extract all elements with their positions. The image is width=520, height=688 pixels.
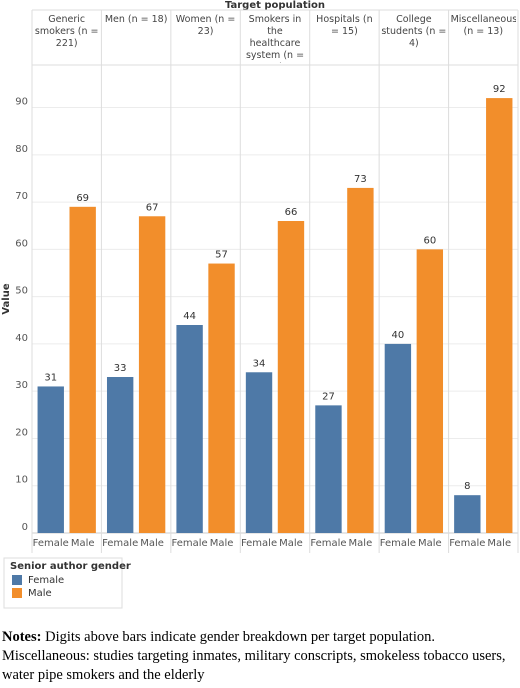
x-tick-label: Female: [310, 538, 346, 549]
facet-header: Generic smokers (n = 221): [34, 14, 99, 49]
bar: [106, 377, 134, 533]
x-tick-label: Female: [172, 538, 208, 549]
x-tick-label: Female: [102, 538, 138, 549]
x-tick-label: Male: [279, 538, 303, 549]
bar: [454, 495, 481, 533]
y-tick-label: 90: [15, 97, 28, 108]
value-label: 44: [183, 311, 196, 322]
facet-header: College students (n = 4): [381, 14, 447, 49]
y-axis-label: Value: [1, 283, 12, 314]
value-label: 60: [423, 235, 436, 246]
notes: Notes: Digits above bars indicate gender…: [2, 628, 518, 685]
value-label: 69: [76, 193, 89, 204]
y-tick-label: 10: [15, 475, 28, 486]
notes-label: Notes:: [2, 629, 42, 645]
facet-header-box: Generic smokers (n = 221): [34, 14, 99, 49]
value-label: 67: [146, 202, 159, 213]
facet-header: Smokers in the healthcare system (n = 61…: [245, 14, 305, 63]
y-tick-label: 80: [15, 144, 28, 155]
x-tick-label: Female: [449, 538, 485, 549]
x-tick-label: Female: [33, 538, 69, 549]
facet-header: Hospitals (n = 15): [316, 14, 373, 37]
bar: [416, 249, 444, 533]
bar: [37, 386, 64, 533]
value-label: 34: [253, 358, 266, 369]
y-tick-label: 0: [22, 522, 28, 533]
bar: [138, 216, 166, 534]
y-tick-label: 50: [15, 286, 28, 297]
facet-header-box: Smokers in the healthcare system (n = 61…: [245, 14, 305, 63]
bar: [347, 187, 374, 533]
facet-header: Women (n = 23): [175, 14, 236, 37]
facet-header-box: Women (n = 23): [175, 14, 236, 37]
facet-header: Men (n = 18): [104, 14, 168, 25]
value-label: 33: [114, 363, 127, 374]
value-label: 8: [464, 481, 470, 492]
bar: [384, 343, 412, 533]
value-label: 66: [285, 207, 298, 218]
bar: [315, 405, 342, 533]
x-tick-label: Male: [418, 538, 442, 549]
facet-header: Miscellaneous (n = 13): [450, 14, 516, 37]
y-tick-label: 60: [15, 238, 28, 249]
legend-swatch: [12, 575, 22, 585]
x-tick-label: Male: [140, 538, 164, 549]
bar: [277, 221, 305, 533]
facet-header-box: College students (n = 4): [381, 14, 447, 49]
value-label: 57: [215, 250, 228, 261]
bar: [486, 98, 513, 533]
x-tick-label: Female: [380, 538, 416, 549]
y-tick-label: 20: [15, 427, 28, 438]
value-label: 40: [392, 330, 405, 341]
bar: [208, 263, 235, 533]
facet-header-box: Hospitals (n = 15): [316, 14, 373, 37]
y-tick-label: 40: [15, 333, 28, 344]
chart: Target population Value 0 10 20 30 40 50 60 70 8…: [1, 0, 519, 609]
x-tick-label: Male: [210, 538, 234, 549]
legend-label: Male: [28, 588, 52, 599]
notes-text: Digits above bars indicate gender breakd…: [2, 629, 506, 683]
value-label: 31: [44, 372, 57, 383]
y-tick-label: 70: [15, 191, 28, 202]
x-tick-label: Male: [349, 538, 373, 549]
value-label: 27: [322, 391, 335, 402]
legend-title: Senior author gender: [10, 561, 131, 572]
facet-header-box: Men (n = 18): [104, 14, 168, 25]
legend-label: Female: [28, 575, 64, 586]
chart-title: Target population: [225, 0, 325, 11]
bar: [245, 372, 273, 533]
y-tick-label: 30: [15, 380, 28, 391]
value-label: 73: [354, 174, 367, 185]
bar: [176, 325, 203, 533]
value-label: 92: [493, 84, 506, 95]
x-tick-label: Male: [71, 538, 95, 549]
facet-header-box: Miscellaneous (n = 13): [450, 14, 516, 37]
x-tick-label: Male: [487, 538, 511, 549]
x-tick-label: Female: [241, 538, 277, 549]
legend-swatch: [12, 588, 22, 598]
bar: [69, 206, 96, 533]
legend-frame: [3, 557, 123, 609]
